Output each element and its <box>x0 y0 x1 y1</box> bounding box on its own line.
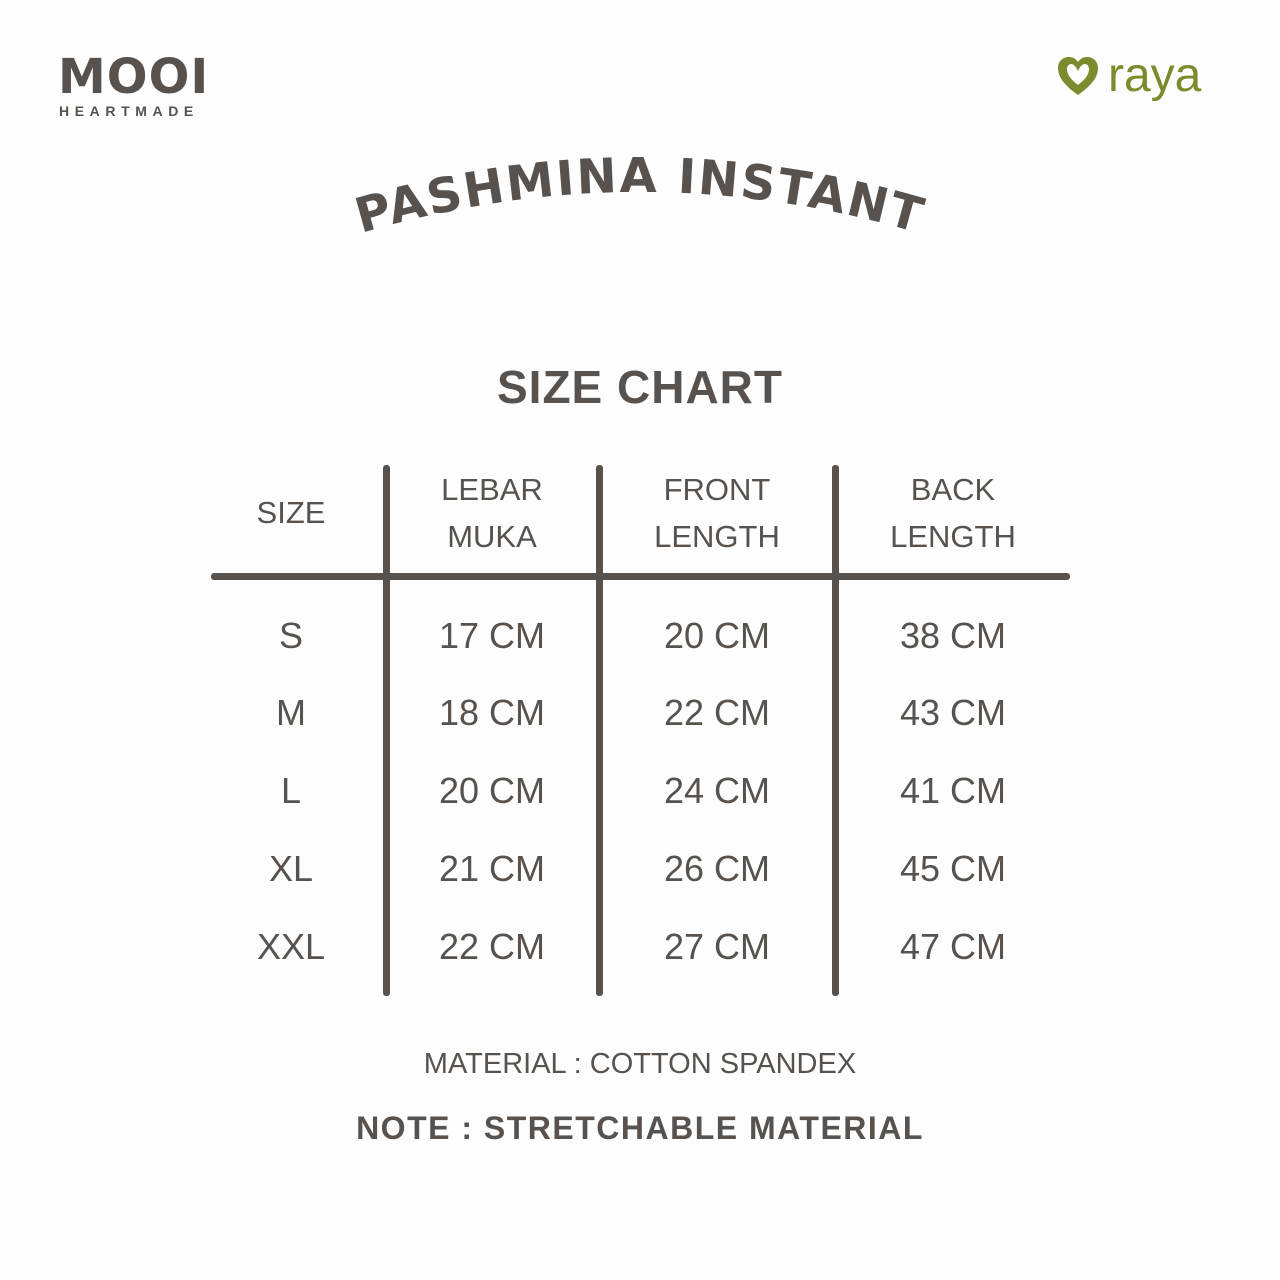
header-line: SIZE <box>256 495 326 530</box>
size-cell: S <box>278 615 304 656</box>
raya-logo: raya <box>1056 52 1201 100</box>
column-header: SIZE <box>257 489 326 536</box>
size-cell: L <box>280 770 302 811</box>
product-title-arc: PASHMINA INSTANT <box>349 148 931 245</box>
column-divider <box>596 465 603 996</box>
measurement-cell: 27 CM <box>663 926 771 967</box>
mooi-tagline: HEARTMADE <box>59 103 199 119</box>
header-divider <box>211 573 1070 580</box>
measurement-cell: 22 CM <box>438 926 546 967</box>
measurement-cell: 38 CM <box>899 615 1007 656</box>
mooi-logo: MOOI <box>58 49 210 105</box>
measurement-cell: 45 CM <box>899 848 1007 889</box>
column-divider <box>832 465 839 996</box>
column-header: FRONT LENGTH <box>654 466 780 560</box>
size-cell: M <box>276 692 306 733</box>
header-line: MUKA <box>447 519 537 554</box>
measurement-cell: 26 CM <box>663 848 771 889</box>
header-line: FRONT <box>663 472 771 507</box>
svg-text:PASHMINA INSTANT: PASHMINA INSTANT <box>349 148 931 245</box>
measurement-cell: 43 CM <box>899 692 1007 733</box>
measurement-cell: 41 CM <box>899 770 1007 811</box>
heart-icon <box>1058 57 1098 95</box>
column-header: LEBAR MUKA <box>441 466 543 560</box>
measurement-cell: 22 CM <box>663 692 771 733</box>
header-line: LEBAR <box>441 472 543 507</box>
chart-title: SIZE CHART <box>497 361 783 413</box>
measurement-cell: 24 CM <box>663 770 771 811</box>
column-header: BACK LENGTH <box>890 466 1016 560</box>
measurement-cell: 20 CM <box>663 615 771 656</box>
note-text: NOTE : STRETCHABLE MATERIAL <box>356 1110 924 1146</box>
material-text: MATERIAL : COTTON SPANDEX <box>423 1048 857 1080</box>
product-title: PASHMINA INSTANT <box>349 148 929 245</box>
column-divider <box>383 465 390 996</box>
header-line: BACK <box>910 472 996 507</box>
raya-wordmark: raya <box>1108 49 1202 102</box>
header-line: LENGTH <box>890 519 1016 554</box>
measurement-cell: 47 CM <box>899 926 1007 967</box>
header-line: LENGTH <box>654 519 780 554</box>
measurement-cell: 18 CM <box>438 692 546 733</box>
measurement-cell: 20 CM <box>438 770 546 811</box>
measurement-cell: 21 CM <box>438 848 546 889</box>
size-cell: XL <box>268 848 314 889</box>
measurement-cell: 17 CM <box>438 615 546 656</box>
size-cell: XXL <box>256 926 326 967</box>
